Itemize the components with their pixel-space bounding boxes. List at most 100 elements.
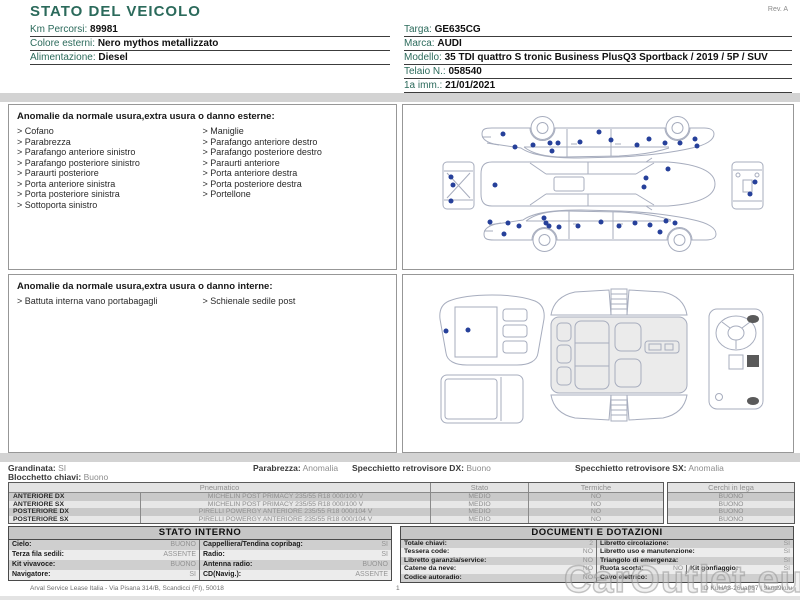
kv-value: SI bbox=[381, 551, 388, 558]
car-front-view bbox=[731, 161, 764, 210]
footer-company: Arval Service Lease Italia - Via Pisana … bbox=[30, 585, 224, 592]
anomaly-item: Paraurti anteriore bbox=[203, 158, 353, 169]
kv-label: Ruota scorta: bbox=[600, 565, 644, 573]
damage-dot bbox=[530, 142, 536, 148]
exterior-anomalies-col1: CofanoParabrezzaParafango anteriore sini… bbox=[17, 126, 203, 210]
vehicle-field: Marca: AUDI bbox=[404, 37, 792, 51]
anomaly-item: Parafango anteriore sinistro bbox=[17, 147, 167, 158]
kv-label: Antenna radio: bbox=[203, 561, 253, 568]
interior-anomalies-col2: Schienale sedile post bbox=[203, 296, 389, 307]
condition-specchietto-sx: Specchietto retrovisore SX: Anomalia bbox=[575, 464, 724, 473]
damage-dot bbox=[657, 229, 663, 235]
tyre-position: ANTERIORE DX bbox=[9, 493, 141, 501]
anomaly-item: Paraurti posteriore bbox=[17, 168, 167, 179]
exterior-anomalies-title: Anomalie da normale usura,extra usura o … bbox=[17, 111, 275, 122]
kv-label: CD(Navig.): bbox=[203, 571, 242, 578]
field-value: Nero mythos metallizzato bbox=[97, 38, 219, 49]
kv-value: NO bbox=[582, 556, 593, 564]
anomaly-item: Porta posteriore destra bbox=[203, 179, 353, 190]
tyre-stato: MEDIO bbox=[431, 500, 529, 508]
exterior-anomalies-col2: ManiglieParafango anteriore destroParafa… bbox=[203, 126, 389, 210]
damage-dot bbox=[616, 223, 622, 229]
anomaly-item: Parafango posteriore destro bbox=[203, 147, 353, 158]
condition-label: Blocchetto chiavi: bbox=[8, 472, 82, 482]
field-value: 89981 bbox=[90, 24, 118, 35]
condition-label: Parabrezza: bbox=[253, 463, 301, 473]
tyres-header-pneumatico: Pneumatico bbox=[9, 483, 431, 492]
damage-dot bbox=[516, 223, 522, 229]
condition-blocchetto-chiavi: Blocchetto chiavi: Buono bbox=[8, 473, 108, 482]
dashboard-view bbox=[708, 308, 764, 410]
condition-specchietto-dx: Specchietto retrovisore DX: Buono bbox=[352, 464, 491, 473]
kv-value: BUONO bbox=[170, 541, 196, 548]
tyre-spec: PIRELLI POWERGY ANTERIORE 235/55 R18 000… bbox=[141, 508, 431, 516]
kv-value: NO bbox=[582, 565, 593, 573]
damage-dot bbox=[577, 139, 583, 145]
kv-cell: Kit vivavoce: BUONO bbox=[9, 560, 200, 570]
tyre-spec: MICHELIN POST PRIMACY 235/55 R18 000/100… bbox=[141, 493, 431, 501]
damage-dot bbox=[450, 182, 456, 188]
vehicle-field: Telaio N.: 058540 bbox=[404, 65, 792, 79]
anomaly-item: Parafango anteriore destro bbox=[203, 137, 353, 148]
field-label: Telaio N.: bbox=[404, 66, 449, 77]
damage-dot bbox=[677, 140, 683, 146]
damage-dot bbox=[547, 140, 553, 146]
kv-cell: Cappelliera/Tendina copribag: SI bbox=[200, 540, 391, 550]
kv-label: Cavo elettrico: bbox=[600, 573, 648, 581]
kv-value: ASSENTE bbox=[355, 571, 388, 578]
tyres-header-termiche: Termiche bbox=[580, 483, 612, 492]
field-label: Km Percorsi: bbox=[30, 24, 91, 35]
damage-dot bbox=[465, 327, 471, 333]
kv-label: Cielo: bbox=[12, 541, 32, 548]
kv-value: SI bbox=[381, 541, 388, 548]
kv-label: Kit vivavoce: bbox=[12, 561, 56, 568]
kv-label: Navigatore: bbox=[12, 571, 51, 578]
damage-dot bbox=[694, 143, 700, 149]
kv-cell: Ruota scorta: NO bbox=[597, 565, 688, 574]
damage-dot bbox=[546, 223, 552, 229]
revision-label: Rev. A bbox=[767, 6, 788, 13]
field-label: Colore esterni: bbox=[30, 38, 98, 49]
alloy-wheels-body: BUONO BUONO BUONO BUONO bbox=[668, 493, 794, 523]
condition-value: Buono bbox=[466, 463, 491, 473]
tyre-row: ANTERIORE SX MICHELIN POST PRIMACY 235/55… bbox=[9, 500, 663, 508]
kv-label: Kit gonfiaggio: bbox=[690, 565, 739, 573]
kv-cell: Cielo: BUONO bbox=[9, 540, 200, 550]
kv-value: BUONO bbox=[170, 561, 196, 568]
anomaly-item: Sottoporta sinistro bbox=[17, 200, 167, 211]
kv-label: Libretto garanzia/service: bbox=[404, 556, 487, 564]
damage-dot bbox=[500, 131, 506, 137]
anomaly-item: Schienale sedile post bbox=[203, 296, 353, 307]
kv-row: Libretto garanzia/service: NO Triangolo di… bbox=[401, 556, 793, 566]
field-value: GE635CG bbox=[434, 24, 481, 35]
kv-cell: Terza fila sedili: ASSENTE bbox=[9, 550, 200, 560]
kv-cell: Catene da neve: NO bbox=[401, 565, 597, 574]
damage-dot bbox=[608, 137, 614, 143]
kv-value: SI bbox=[783, 548, 790, 556]
damage-dot bbox=[512, 144, 518, 150]
kv-value: NO bbox=[672, 565, 684, 573]
damage-dot bbox=[575, 223, 581, 229]
damage-dot bbox=[448, 174, 454, 180]
damage-dot bbox=[555, 140, 561, 146]
tyre-spec: PIRELLI POWERGY ANTERIORE 235/55 R18 000… bbox=[141, 515, 431, 523]
tyre-termiche: NO bbox=[590, 515, 602, 523]
kv-cell: Antenna radio: BUONO bbox=[200, 560, 391, 570]
kv-label: Codice autoradio: bbox=[404, 573, 462, 581]
kv-label: Tessera code: bbox=[404, 548, 450, 556]
exterior-damage-dots bbox=[448, 129, 758, 237]
field-label: Modello: bbox=[404, 52, 445, 63]
field-label: 1a imm.: bbox=[404, 80, 446, 91]
kv-cell: Navigatore: SI bbox=[9, 570, 200, 580]
kv-cell: Cavo elettrico: bbox=[597, 574, 793, 582]
kv-row: Kit vivavoce: BUONO Antenna radio: BUONO bbox=[9, 560, 391, 570]
kv-cell: Codice autoradio: NO bbox=[401, 573, 597, 582]
kv-row: Codice autoradio: NO Cavo elettrico: bbox=[401, 573, 793, 582]
damage-dot bbox=[663, 218, 669, 224]
page-title: STATO DEL VEICOLO bbox=[30, 3, 201, 20]
field-value: AUDI bbox=[437, 38, 462, 49]
damage-dot bbox=[665, 166, 671, 172]
rear-window-view bbox=[440, 374, 524, 424]
documents-body: Totale chiavi: 2 Libretto circolazione: SI T… bbox=[401, 540, 793, 582]
damage-dot bbox=[492, 182, 498, 188]
